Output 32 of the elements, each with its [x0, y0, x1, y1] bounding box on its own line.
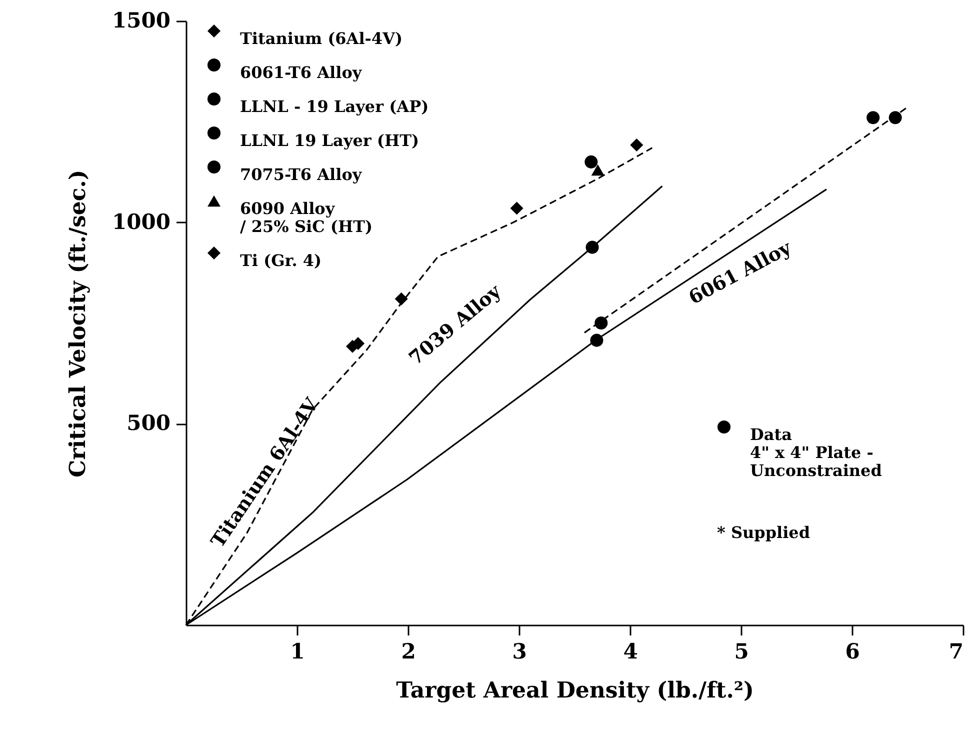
x-tick-label: 2: [401, 638, 416, 664]
x-tick-label: 6: [845, 638, 860, 664]
x-tick-label: 3: [512, 638, 527, 664]
point: [866, 111, 880, 124]
y-tick-label: 1500: [112, 8, 170, 32]
x-tick-label: 4: [623, 638, 638, 664]
point: [584, 155, 598, 168]
y-tick-label: 500: [126, 410, 170, 436]
legend-label: 6061-T6 Alloy: [240, 63, 362, 82]
x-tick-label: 1: [290, 638, 305, 664]
point: [586, 240, 599, 254]
point: [888, 111, 902, 124]
legend-label: Data 4" x 4" Plate - Unconstrained: [750, 425, 882, 480]
point: [394, 292, 408, 306]
legend-label: Ti (Gr. 4): [240, 251, 322, 270]
y-tick-label: 1000: [112, 208, 170, 234]
point: [352, 337, 365, 350]
x-axis-title: Target Areal Density (lb./ft.²): [396, 678, 754, 704]
point: [630, 138, 644, 152]
y-axis-title: Critical Velocity (ft./sec.): [65, 170, 92, 478]
legend-label: Titanium (6Al-4V): [240, 29, 403, 48]
legend-label: LLNL - 19 Layer (AP): [240, 97, 429, 116]
point: [590, 334, 604, 347]
legend-label: 6090 Alloy / 25% SiC (HT): [240, 199, 373, 236]
point: [591, 164, 604, 176]
point: [594, 316, 608, 330]
legend-label: 7075-T6 Alloy: [240, 165, 362, 184]
point: [510, 202, 524, 215]
x-tick-label: 5: [734, 638, 749, 664]
legend-label: LLNL 19 Layer (HT): [240, 131, 420, 150]
x-tick-label: 7: [948, 638, 964, 664]
annotation: * Supplied: [717, 523, 810, 542]
